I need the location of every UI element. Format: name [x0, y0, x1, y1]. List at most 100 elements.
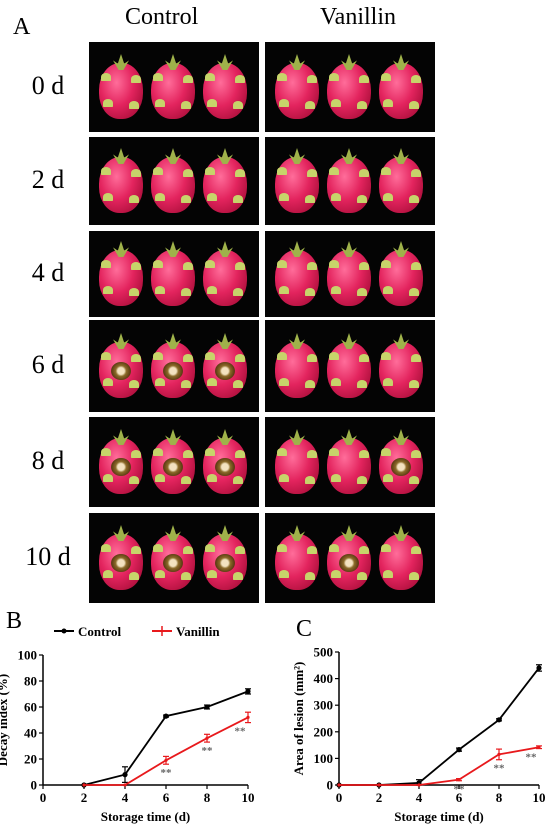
fruit-bract [131, 450, 141, 458]
series-line-vanillin [339, 746, 540, 786]
data-point [82, 783, 86, 787]
fruit-bract [383, 570, 393, 578]
fruit-bract [155, 570, 165, 578]
fruit-bract [103, 570, 113, 578]
y-axis-title: Area of lesion (mm²) [291, 662, 306, 776]
fruit-bract [359, 169, 369, 177]
fruit-bract [131, 546, 141, 554]
data-point [337, 783, 341, 787]
pitaya-fruit [275, 534, 319, 590]
pitaya-fruit [275, 438, 319, 494]
day-label: 10 d [25, 542, 71, 571]
fruit-bract [235, 354, 245, 362]
fruit-bract [235, 262, 245, 270]
fruit-bract [331, 378, 341, 386]
fruit-bract [305, 476, 315, 484]
fruit-bract [205, 73, 215, 81]
y-tick-label: 400 [314, 671, 334, 686]
fruit-bract [331, 99, 341, 107]
fruit-bract [357, 288, 367, 296]
control-photo [89, 417, 259, 507]
fruit-bract [101, 73, 111, 81]
x-tick-label: 2 [376, 790, 383, 805]
decay-lesion [163, 362, 183, 380]
control-photo [89, 231, 259, 317]
fruit-bract [235, 450, 245, 458]
fruit-bract [383, 474, 393, 482]
decay-lesion [391, 458, 411, 476]
fruit-bract [277, 544, 287, 552]
series-line-control [339, 667, 540, 786]
vanillin-photo [265, 417, 435, 507]
fruit-bract [383, 378, 393, 386]
fruit-bract [331, 286, 341, 294]
decay-lesion [215, 458, 235, 476]
x-tick-label: 0 [40, 790, 47, 805]
fruit-bract [233, 101, 243, 109]
fruit-bract [103, 193, 113, 201]
fruit-bract [153, 73, 163, 81]
y-tick-label: 0 [31, 778, 38, 793]
legend-vanillin: Vanillin [152, 624, 220, 639]
fruit-bract [331, 193, 341, 201]
fruit-bract [277, 167, 287, 175]
x-tick-label: 6 [163, 790, 170, 805]
panel-c-letter: C [296, 616, 313, 642]
significance-mark: ** [454, 784, 466, 796]
control-photo [89, 320, 259, 412]
fruit-bract [205, 448, 215, 456]
fruit-bract [409, 195, 419, 203]
fruit-bract [329, 167, 339, 175]
fruit-bract [181, 572, 191, 580]
fruit-bract [279, 286, 289, 294]
fruit-bract [183, 75, 193, 83]
fruit-bract [329, 448, 339, 456]
data-point [536, 665, 542, 671]
control-photo [89, 137, 259, 225]
data-point [377, 783, 381, 787]
pitaya-fruit [99, 157, 143, 213]
fruit-bract [155, 474, 165, 482]
fruit-bract [235, 75, 245, 83]
fruit-bract [155, 193, 165, 201]
fruit-bract [357, 101, 367, 109]
pitaya-fruit [275, 342, 319, 398]
decay-lesion [163, 554, 183, 572]
fruit-bract [279, 474, 289, 482]
y-tick-label: 60 [24, 700, 37, 715]
fruit-bract [359, 75, 369, 83]
decay-lesion [339, 554, 359, 572]
fruit-bract [103, 99, 113, 107]
data-point [497, 752, 501, 757]
fruit-bract [235, 546, 245, 554]
x-tick-label: 4 [416, 790, 423, 805]
pitaya-fruit [379, 250, 423, 306]
fruit-bract [277, 260, 287, 268]
fruit-bract [329, 260, 339, 268]
significance-mark: ** [526, 752, 538, 764]
vanillin-photo [265, 320, 435, 412]
fruit-bract [307, 354, 317, 362]
fruit-bract [331, 474, 341, 482]
data-point [163, 713, 169, 719]
fruit-bract [383, 286, 393, 294]
pitaya-fruit [327, 63, 371, 119]
x-axis-title: Storage time (d) [394, 809, 484, 824]
fruit-bract [131, 169, 141, 177]
pitaya-fruit [379, 63, 423, 119]
fruit-bract [101, 260, 111, 268]
x-tick-label: 8 [204, 790, 211, 805]
pitaya-fruit [379, 157, 423, 213]
pitaya-fruit [151, 63, 195, 119]
y-axis-title: Decay index (%) [0, 674, 10, 766]
x-tick-label: 2 [81, 790, 88, 805]
fruit-bract [279, 99, 289, 107]
y-tick-label: 500 [314, 645, 334, 660]
fruit-bract [103, 378, 113, 386]
fruit-bract [183, 169, 193, 177]
fruit-bract [207, 99, 217, 107]
fruit-bract [277, 352, 287, 360]
fruit-bract [101, 352, 111, 360]
pitaya-fruit [203, 534, 247, 590]
